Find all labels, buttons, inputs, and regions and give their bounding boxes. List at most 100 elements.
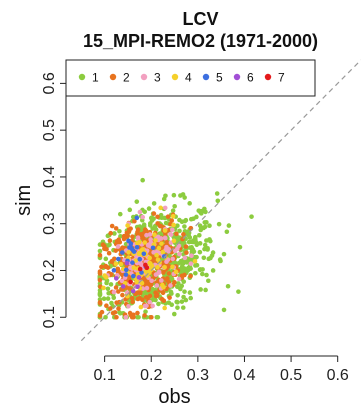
data-point-series-2 [138, 232, 144, 237]
data-point-series-1 [155, 314, 161, 320]
data-point-series-4 [162, 305, 167, 311]
data-point-series-1 [218, 258, 223, 264]
legend-marker-2 [109, 73, 117, 81]
legend-box [65, 59, 316, 97]
data-point-series-2 [155, 214, 160, 220]
data-point-series-2 [142, 313, 147, 318]
data-point-series-2 [112, 256, 117, 262]
data-point-series-4 [171, 238, 177, 244]
data-point-series-4 [154, 252, 159, 258]
data-point-series-1 [194, 242, 200, 248]
data-point-series-2 [113, 226, 119, 231]
data-point-series-1 [188, 266, 193, 271]
data-point-series-2 [115, 266, 121, 272]
data-point-series-1 [170, 208, 176, 213]
data-point-series-3 [144, 303, 149, 309]
data-point-series-5 [116, 256, 121, 262]
data-point-series-3 [176, 276, 182, 282]
data-point-series-3 [158, 236, 164, 241]
data-point-series-1 [209, 253, 215, 258]
data-point-series-2 [151, 211, 157, 216]
data-point-series-4 [152, 232, 157, 237]
data-point-series-1 [159, 215, 165, 221]
data-point-series-1 [117, 228, 122, 234]
data-point-series-2 [129, 314, 135, 320]
data-point-series-1 [203, 287, 208, 293]
y-ticks: 0.1 0.2 0.3 0.4 0.5 0.6 [41, 72, 66, 328]
data-point-series-5 [123, 267, 129, 273]
data-point-series-2 [130, 234, 135, 239]
data-point-series-3 [111, 289, 117, 295]
data-point-series-6 [135, 284, 140, 290]
data-point-series-3 [137, 209, 143, 215]
data-point-series-4 [113, 261, 119, 267]
data-point-series-4 [139, 280, 145, 286]
data-point-series-1 [97, 290, 103, 296]
data-point-series-2 [116, 306, 121, 311]
data-point-series-1 [181, 260, 186, 266]
data-point-series-3 [119, 278, 125, 284]
data-point-series-2 [108, 230, 114, 236]
data-point-series-6 [124, 260, 130, 266]
data-point-series-5 [139, 270, 144, 275]
data-point-series-1 [140, 177, 145, 183]
data-point-series-3 [166, 247, 172, 252]
data-point-series-1 [210, 268, 216, 273]
data-point-series-1 [166, 300, 172, 305]
data-point-series-3 [168, 283, 173, 288]
data-point-series-2 [174, 231, 179, 237]
data-point-series-4 [155, 257, 161, 262]
data-point-series-3 [162, 235, 168, 241]
x-ticks: 0.1 0.2 0.3 0.4 0.5 0.6 [94, 356, 349, 384]
data-point-series-1 [151, 201, 157, 206]
data-point-series-1 [187, 201, 192, 206]
data-point-series-3 [164, 259, 169, 264]
data-point-series-2 [143, 228, 149, 234]
data-point-series-6 [120, 284, 126, 289]
data-point-series-5 [137, 256, 143, 262]
data-point-series-1 [177, 217, 182, 223]
data-point-series-5 [111, 268, 117, 273]
data-point-series-6 [130, 288, 136, 294]
data-point-series-1 [202, 220, 208, 225]
data-point-series-4 [162, 228, 168, 233]
data-point-series-2 [135, 296, 141, 302]
data-point-series-1 [197, 223, 203, 229]
data-point-series-3 [159, 278, 164, 283]
data-point-series-3 [148, 237, 153, 242]
legend-label-7: 7 [278, 71, 285, 85]
data-point-series-1 [148, 215, 154, 221]
data-point-series-5 [161, 254, 167, 259]
data-point-series-1 [177, 228, 182, 234]
data-point-series-1 [153, 227, 159, 232]
data-point-series-1 [194, 214, 199, 220]
data-point-series-2 [99, 309, 105, 315]
data-point-series-1 [101, 296, 107, 302]
data-point-series-1 [205, 245, 210, 251]
data-point-series-4 [102, 273, 107, 278]
legend-label-2: 2 [123, 71, 130, 85]
data-point-series-2 [166, 271, 172, 276]
data-point-series-4 [147, 261, 153, 266]
data-point-series-2 [135, 231, 140, 237]
data-point-series-2 [148, 282, 154, 288]
data-point-series-3 [149, 278, 154, 284]
data-point-series-2 [102, 246, 107, 252]
scatter-points [97, 177, 254, 320]
data-point-series-1 [156, 301, 161, 307]
data-point-series-1 [237, 244, 243, 250]
data-point-series-2 [120, 292, 125, 298]
data-point-series-2 [103, 263, 109, 269]
data-point-series-2 [172, 279, 177, 285]
data-point-series-1 [201, 255, 207, 261]
data-point-series-4 [101, 285, 106, 291]
data-point-series-1 [97, 248, 103, 254]
y-tick-label: 0.5 [41, 119, 58, 141]
data-point-series-1 [182, 289, 187, 294]
legend: 1 2 3 4 5 6 7 [78, 71, 285, 85]
data-point-series-1 [111, 295, 117, 301]
data-point-series-2 [97, 277, 103, 283]
data-point-series-5 [129, 247, 135, 252]
legend-marker-1 [78, 73, 86, 81]
data-point-series-1 [198, 227, 204, 233]
